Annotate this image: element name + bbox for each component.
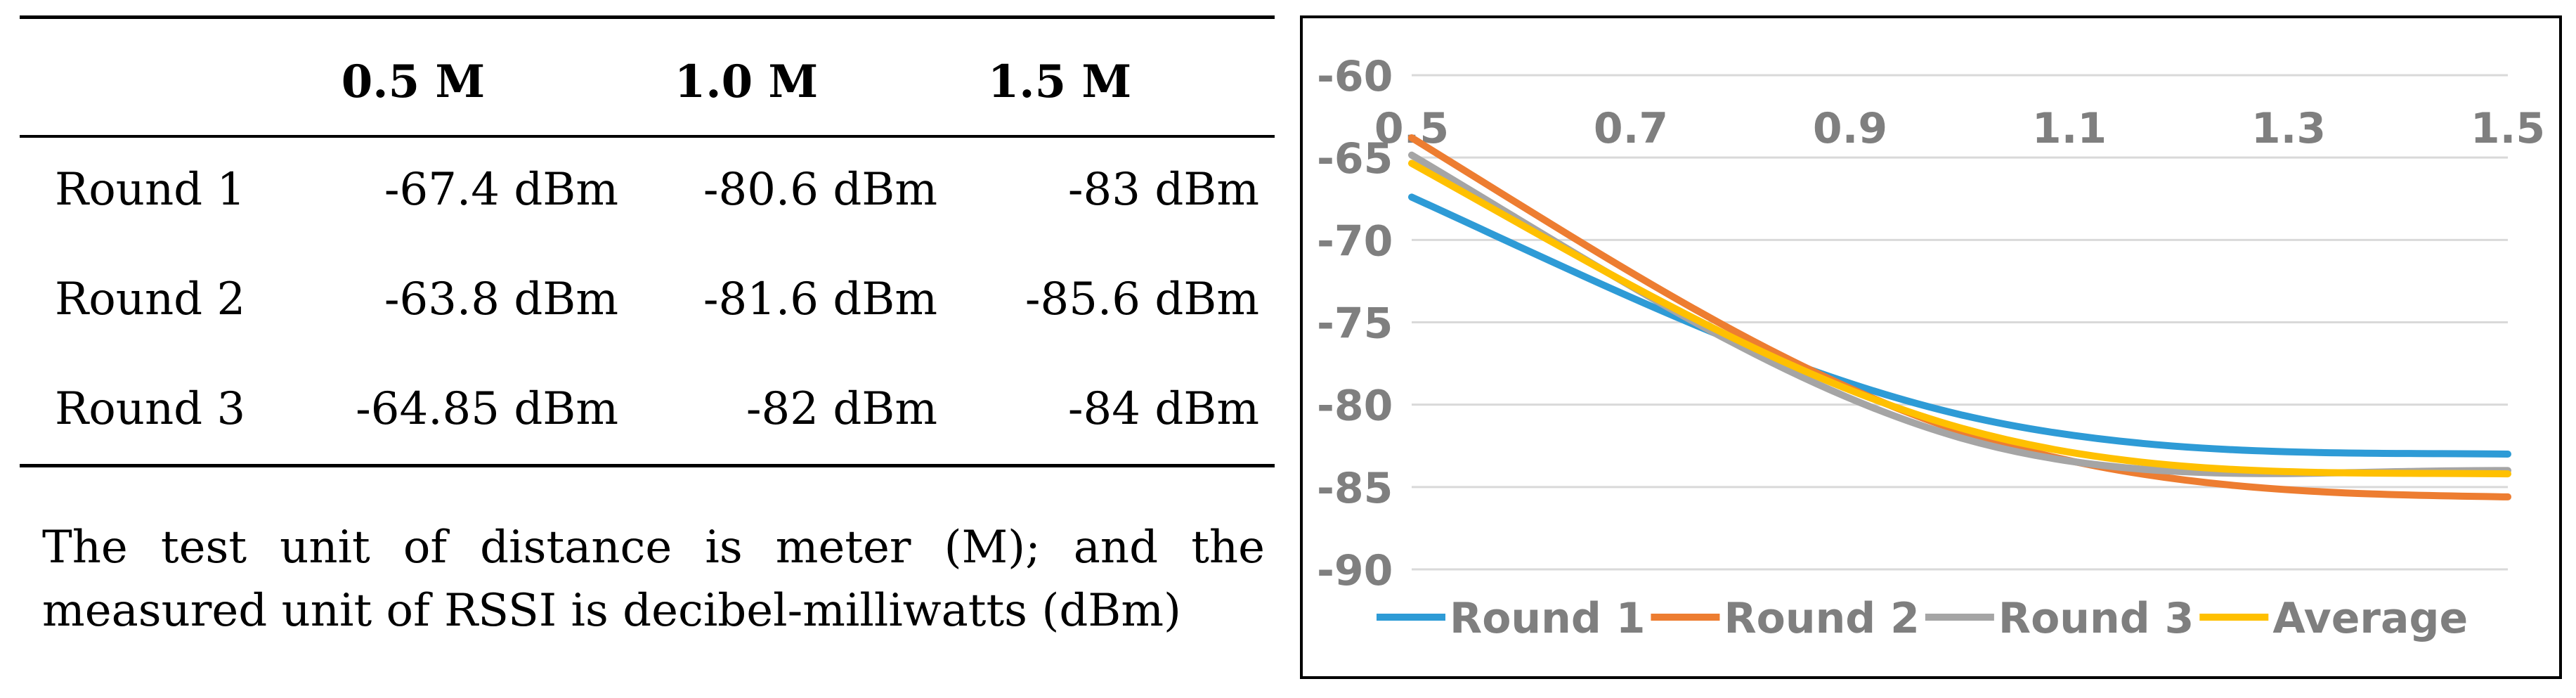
y-tick-label: -70 [1317,216,1393,266]
table-cell: -67.4 dBm [384,164,618,216]
table-cell: -85.6 dBm [1024,273,1259,325]
legend-label-round-2: Round 2 [1724,594,1919,643]
y-tick-label: -65 [1317,134,1393,183]
unit-note: The test unit of distance is meter (M); … [42,522,1265,637]
header-1-0m: 1.0 M [674,56,819,108]
x-tick-label: 0.5 [1374,104,1449,153]
series-line-average [1408,160,2511,478]
legend-label-round-3: Round 3 [1998,594,2194,643]
x-axis-ticks: 0.5 0.7 0.9 1.1 1.3 1.5 [1374,104,2545,153]
y-tick-label: -85 [1317,464,1393,513]
x-tick-label: 0.7 [1594,104,1668,153]
y-axis-ticks: -60 -65 -70 -75 -80 -85 -90 [1317,52,1393,595]
y-tick-label: -75 [1317,299,1393,349]
legend-label-average: Average [2272,594,2468,643]
row-label-round-3: Round 3 [55,383,246,435]
chart-canvas: -60 -65 -70 -75 -80 -85 -90 0.5 0.7 0.9 1.1 1.3 1.5… [1317,52,2545,643]
y-tick-label: -80 [1317,382,1393,431]
gridlines [1412,74,2508,571]
table-cell: -81.6 dBm [703,273,937,325]
table-cell: -82 dBm [746,383,937,435]
series-lines [1408,134,2511,500]
header-1-5m: 1.5 M [987,56,1132,108]
legend: Round 1 Round 2 Round 3 Average [1377,594,2468,643]
x-tick-label: 0.9 [1813,104,1887,153]
header-0-5m: 0.5 M [341,56,486,108]
legend-label-round-1: Round 1 [1450,594,1645,643]
table-bottom-rule [20,464,1275,467]
table-cell: -83 dBm [1067,164,1259,216]
row-label-round-2: Round 2 [55,273,246,325]
table-header-rule [20,135,1275,138]
data-table: 0.5 M 1.0 M 1.5 M Round 1 -67.4 dBm -80.… [20,15,1275,690]
table-cell: -64.85 dBm [356,383,618,435]
table-top-rule [20,15,1275,19]
x-tick-label: 1.5 [2471,104,2545,153]
y-tick-label: -90 [1317,546,1393,595]
x-tick-label: 1.3 [2251,104,2326,153]
y-tick-label: -60 [1317,52,1393,101]
row-label-round-1: Round 1 [55,164,246,216]
x-tick-label: 1.1 [2032,104,2107,153]
table-cell: -63.8 dBm [384,273,618,325]
table-cell: -84 dBm [1067,383,1259,435]
series-line-round-2 [1408,134,2511,500]
table-cell: -80.6 dBm [703,164,937,216]
series-line-round-1 [1408,193,2511,458]
rssi-line-chart: -60 -65 -70 -75 -80 -85 -90 0.5 0.7 0.9 1.1 1.3 1.5… [1300,15,2562,679]
